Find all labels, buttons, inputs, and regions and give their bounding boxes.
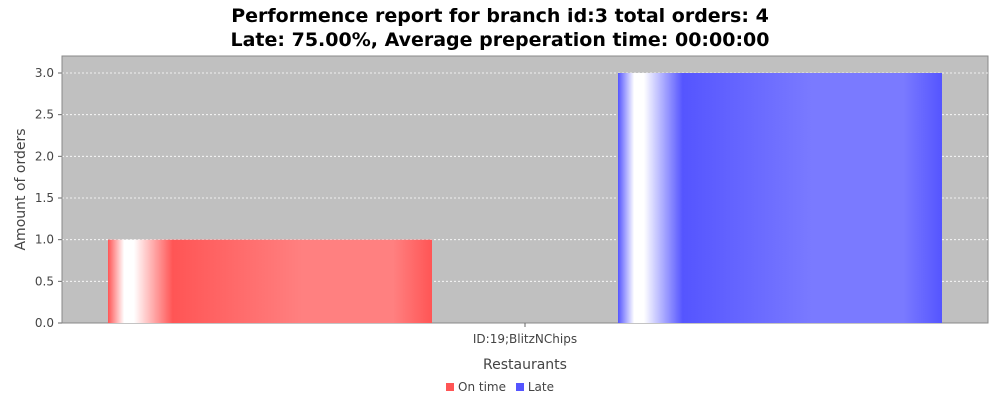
chart-title-line-1: Performence report for branch id:3 total…: [231, 5, 769, 27]
legend-swatch-late: [515, 383, 524, 391]
y-tick-label: 2.5: [35, 108, 54, 122]
legend: On time Late: [0, 380, 1000, 394]
legend-item-on-time: On time: [446, 380, 506, 394]
y-tick-label: 0.0: [35, 316, 54, 330]
chart-title-line-2: Late: 75.00%, Average preperation time: …: [230, 29, 770, 51]
bar-on-time: [108, 239, 432, 323]
x-axis-title: Restaurants: [483, 357, 567, 373]
legend-label-late: Late: [527, 380, 554, 394]
bar-late: [618, 73, 942, 323]
legend-label-on-time: On time: [458, 380, 506, 394]
x-category-label: ID:19;BlitzNChips: [473, 332, 577, 346]
y-tick-label: 2.0: [35, 149, 54, 163]
y-tick-label: 3.0: [35, 66, 54, 80]
y-tick-label: 1.5: [35, 191, 54, 205]
y-tick-label: 0.5: [35, 274, 54, 288]
legend-item-late: Late: [515, 380, 554, 394]
y-axis-title: Amount of orders: [13, 128, 29, 250]
y-tick-label: 1.0: [35, 233, 54, 247]
legend-swatch-on-time: [446, 383, 455, 391]
